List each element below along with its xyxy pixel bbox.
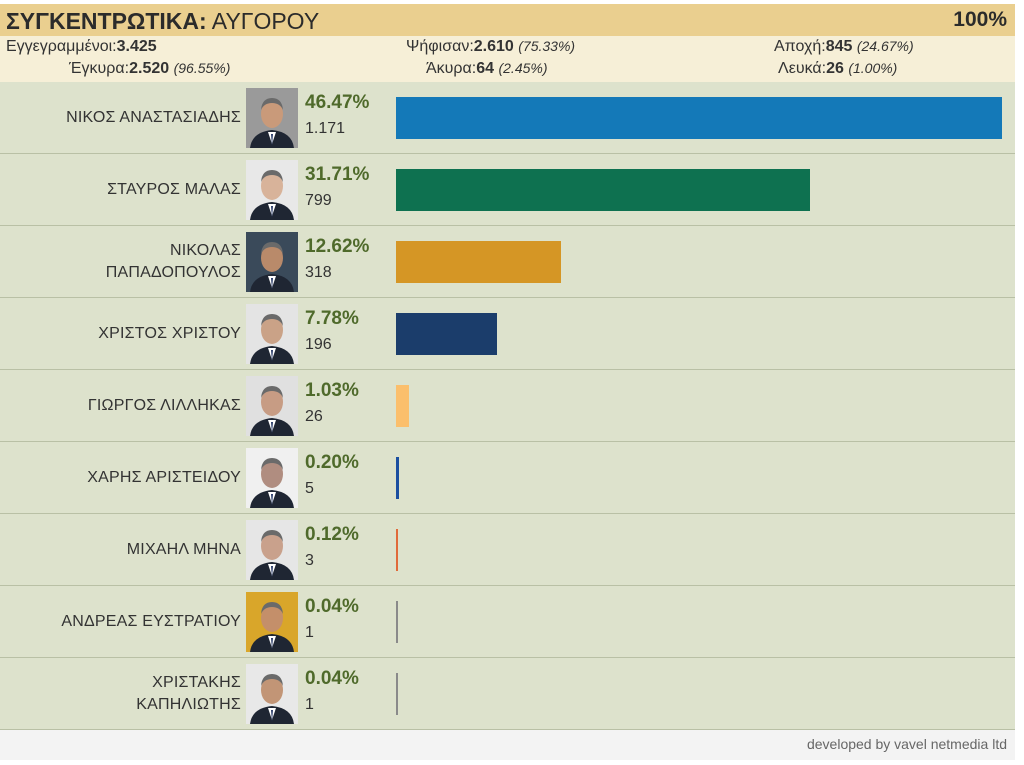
candidate-votes: 799 bbox=[305, 192, 332, 209]
candidate-row: ΓΙΩΡΓΟΣ ΛΙΛΛΗΚΑΣ 1.03% 26 bbox=[0, 370, 1015, 442]
candidate-votes: 26 bbox=[305, 408, 323, 425]
stat-registered: Εγγεγραμμένοι:3.425 bbox=[6, 38, 157, 55]
title-prefix: ΣΥΓΚΕΝΤΡΩΤΙΚΑ: bbox=[6, 8, 207, 34]
candidate-percent: 7.78% bbox=[305, 308, 359, 329]
candidate-name: ΧΑΡΗΣ ΑΡΙΣΤΕΙΔΟΥ bbox=[0, 442, 241, 513]
candidate-votes: 3 bbox=[305, 552, 314, 569]
candidate-row: ΑΝΔΡΕΑΣ ΕΥΣΤΡΑΤΙΟΥ 0.04% 1 bbox=[0, 586, 1015, 658]
candidate-votes: 1.171 bbox=[305, 120, 346, 137]
candidate-votes: 1 bbox=[305, 624, 314, 641]
candidate-percent: 1.03% bbox=[305, 380, 359, 401]
title-area: ΑΥΓΟΡΟΥ bbox=[206, 8, 320, 34]
result-bar bbox=[396, 241, 561, 283]
candidate-name-line: ΣΤΑΥΡΟΣ ΜΑΛΑΣ bbox=[107, 180, 241, 198]
candidate-row: ΝΙΚΟΛΑΣ ΠΑΠΑΔΟΠΟΥΛΟΣ 12.62% 318 bbox=[0, 226, 1015, 298]
candidate-name: ΧΡΙΣΤΑΚΗΣ ΚΑΠΗΛΙΩΤΗΣ bbox=[0, 658, 241, 729]
candidate-percent: 46.47% bbox=[305, 92, 370, 113]
footer-credit: developed by vavel netmedia ltd bbox=[806, 736, 1007, 752]
stat-abstention: Αποχή:845 (24.67%) bbox=[774, 38, 914, 55]
candidate-row: ΧΡΙΣΤΟΣ ΧΡΙΣΤΟΥ 7.78% 196 bbox=[0, 298, 1015, 370]
candidate-photo bbox=[246, 376, 298, 436]
candidate-name: ΝΙΚΟΛΑΣ ΠΑΠΑΔΟΠΟΥΛΟΣ bbox=[0, 226, 241, 297]
candidate-votes: 318 bbox=[305, 264, 332, 281]
stat-valid: Έγκυρα:2.520 (96.55%) bbox=[69, 60, 231, 77]
candidate-name: ΜΙΧΑΗΛ ΜΗΝΑ bbox=[0, 514, 241, 585]
candidate-percent: 0.20% bbox=[305, 452, 359, 473]
candidate-name: ΝΙΚΟΣ ΑΝΑΣΤΑΣΙΑΔΗΣ bbox=[0, 82, 241, 153]
candidate-row: ΝΙΚΟΣ ΑΝΑΣΤΑΣΙΑΔΗΣ 46.47% 1.171 bbox=[0, 82, 1015, 154]
candidate-name-line: ΝΙΚΟΣ ΑΝΑΣΤΑΣΙΑΔΗΣ bbox=[66, 108, 241, 126]
candidate-row: ΧΑΡΗΣ ΑΡΙΣΤΕΙΔΟΥ 0.20% 5 bbox=[0, 442, 1015, 514]
candidate-name: ΓΙΩΡΓΟΣ ΛΙΛΛΗΚΑΣ bbox=[0, 370, 241, 441]
result-bar bbox=[396, 673, 398, 715]
result-bar bbox=[396, 457, 399, 499]
candidate-name-line: ΧΡΙΣΤΟΣ ΧΡΙΣΤΟΥ bbox=[98, 324, 241, 342]
candidate-name-line: ΜΙΧΑΗΛ ΜΗΝΑ bbox=[126, 540, 241, 558]
candidate-row: ΜΙΧΑΗΛ ΜΗΝΑ 0.12% 3 bbox=[0, 514, 1015, 586]
candidate-photo bbox=[246, 664, 298, 724]
result-bar bbox=[396, 313, 498, 355]
candidate-name-line: ΧΑΡΗΣ ΑΡΙΣΤΕΙΔΟΥ bbox=[87, 468, 241, 486]
result-bar bbox=[396, 97, 1002, 139]
result-bar bbox=[396, 601, 398, 643]
candidate-row: ΧΡΙΣΤΑΚΗΣ ΚΑΠΗΛΙΩΤΗΣ 0.04% 1 bbox=[0, 658, 1015, 730]
candidate-row: ΣΤΑΥΡΟΣ ΜΑΛΑΣ 31.71% 799 bbox=[0, 154, 1015, 226]
candidate-votes: 1 bbox=[305, 696, 314, 713]
result-bar bbox=[396, 529, 398, 571]
turnout-summary: Εγγεγραμμένοι:3.425 Ψήφισαν:2.610 (75.33… bbox=[0, 36, 1015, 83]
candidate-percent: 0.04% bbox=[305, 596, 359, 617]
candidate-percent: 31.71% bbox=[305, 164, 370, 185]
candidate-name-line: ΓΙΩΡΓΟΣ ΛΙΛΛΗΚΑΣ bbox=[87, 396, 241, 414]
candidate-votes: 196 bbox=[305, 336, 332, 353]
candidate-name: ΑΝΔΡΕΑΣ ΕΥΣΤΡΑΤΙΟΥ bbox=[0, 586, 241, 657]
candidate-results-chart: ΝΙΚΟΣ ΑΝΑΣΤΑΣΙΑΔΗΣ 46.47% 1.171 ΣΤΑΥΡΟΣ ΜΑΛ… bbox=[0, 82, 1015, 730]
result-bar bbox=[396, 169, 810, 211]
candidate-photo bbox=[246, 592, 298, 652]
candidate-name: ΧΡΙΣΤΟΣ ΧΡΙΣΤΟΥ bbox=[0, 298, 241, 369]
counted-percent: 100% bbox=[953, 8, 1007, 31]
stat-voted: Ψήφισαν:2.610 (75.33%) bbox=[406, 38, 576, 55]
candidate-percent: 0.12% bbox=[305, 524, 359, 545]
candidate-photo bbox=[246, 88, 298, 148]
candidate-name-line: ΧΡΙΣΤΑΚΗΣ bbox=[152, 673, 241, 691]
stat-invalid: Άκυρα:64 (2.45%) bbox=[426, 60, 548, 77]
candidate-photo bbox=[246, 448, 298, 508]
candidate-photo bbox=[246, 520, 298, 580]
stat-blank: Λευκά:26 (1.00%) bbox=[778, 60, 898, 77]
candidate-photo bbox=[246, 160, 298, 220]
candidate-percent: 0.04% bbox=[305, 668, 359, 689]
footer: developed by vavel netmedia ltd bbox=[0, 730, 1015, 760]
candidate-photo bbox=[246, 304, 298, 364]
candidate-name: ΣΤΑΥΡΟΣ ΜΑΛΑΣ bbox=[0, 154, 241, 225]
candidate-name-line: ΚΑΠΗΛΙΩΤΗΣ bbox=[136, 695, 241, 713]
page-title: ΣΥΓΚΕΝΤΡΩΤΙΚΑ: ΑΥΓΟΡΟΥ bbox=[6, 8, 319, 35]
candidate-name-line: ΝΙΚΟΛΑΣ bbox=[170, 241, 241, 259]
candidate-votes: 5 bbox=[305, 480, 314, 497]
candidate-name-line: ΑΝΔΡΕΑΣ ΕΥΣΤΡΑΤΙΟΥ bbox=[61, 612, 241, 630]
candidate-photo bbox=[246, 232, 298, 292]
results-header: ΣΥΓΚΕΝΤΡΩΤΙΚΑ: ΑΥΓΟΡΟΥ 100% bbox=[0, 4, 1015, 36]
result-bar bbox=[396, 385, 410, 427]
candidate-name-line: ΠΑΠΑΔΟΠΟΥΛΟΣ bbox=[105, 263, 241, 281]
candidate-percent: 12.62% bbox=[305, 236, 370, 257]
